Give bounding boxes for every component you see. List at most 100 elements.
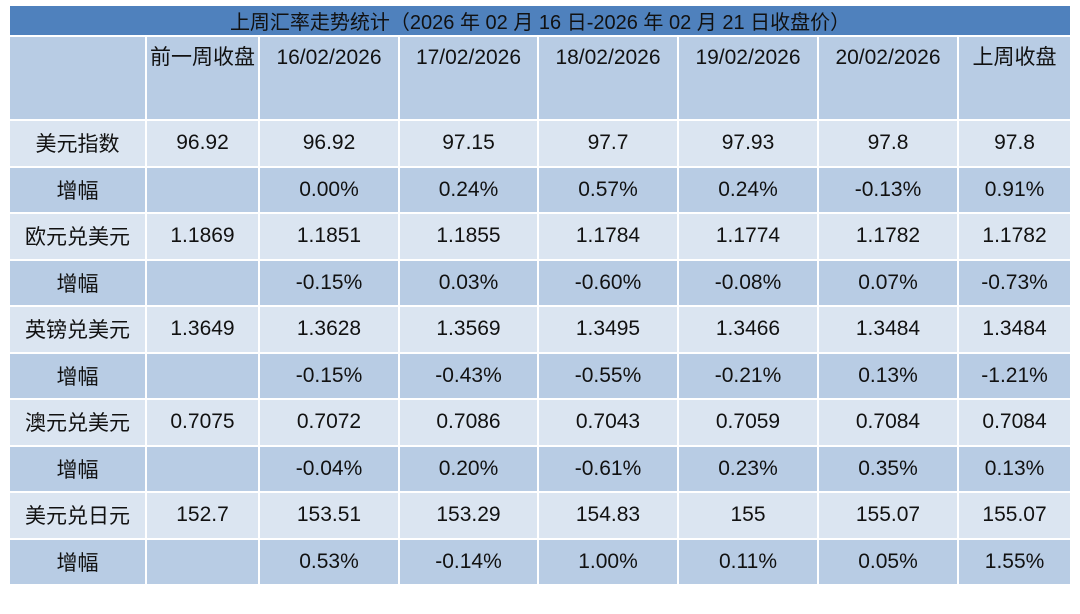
data-row: 美元指数 96.92 96.92 97.15 97.7 97.93 97.8 97.8 xyxy=(8,119,1073,168)
data-cell: 0.7084 xyxy=(956,398,1073,447)
table-container: 上周汇率走势统计（2026 年 02 月 16 日-2026 年 02 月 21… xyxy=(7,4,1073,586)
data-cell: 0.7043 xyxy=(537,398,679,447)
data-cell: 1.1855 xyxy=(398,212,539,261)
row-label: 增幅 xyxy=(8,444,147,493)
data-cell: 0.7075 xyxy=(145,398,260,447)
data-cell: -0.61% xyxy=(537,444,679,493)
title-row: 上周汇率走势统计（2026 年 02 月 16 日-2026 年 02 月 21… xyxy=(7,4,1073,37)
data-cell: -0.15% xyxy=(258,258,400,307)
data-cell: -1.21% xyxy=(956,351,1073,400)
row-label: 欧元兑美元 xyxy=(8,212,147,261)
header-cell: 前一周收盘 xyxy=(145,35,260,121)
data-cell: 0.24% xyxy=(398,165,539,214)
data-cell: 0.35% xyxy=(817,444,959,493)
row-label: 澳元兑美元 xyxy=(8,398,147,447)
data-cell: 154.83 xyxy=(537,491,679,540)
data-cell: 97.93 xyxy=(677,119,819,168)
data-cell: 0.00% xyxy=(258,165,400,214)
data-cell: 153.51 xyxy=(258,491,400,540)
data-row: 增幅 0.53% -0.14% 1.00% 0.11% 0.05% 1.55% xyxy=(8,537,1073,586)
data-cell: 1.3466 xyxy=(677,305,819,354)
data-row: 欧元兑美元 1.1869 1.1851 1.1855 1.1784 1.1774 1.178… xyxy=(8,212,1073,261)
data-cell: 0.53% xyxy=(258,537,400,586)
header-cell: 17/02/2026 xyxy=(398,35,539,121)
data-cell: 1.1782 xyxy=(817,212,959,261)
data-cell: 152.7 xyxy=(145,491,260,540)
data-cell: 0.05% xyxy=(817,537,959,586)
data-cell: 0.03% xyxy=(398,258,539,307)
data-cell: 0.91% xyxy=(956,165,1073,214)
data-cell: 97.15 xyxy=(398,119,539,168)
data-cell: -0.55% xyxy=(537,351,679,400)
data-cell: 1.55% xyxy=(956,537,1073,586)
row-label: 增幅 xyxy=(8,537,147,586)
data-cell: 0.7059 xyxy=(677,398,819,447)
header-corner xyxy=(8,35,147,121)
empty-cell xyxy=(145,537,260,586)
row-label: 英镑兑美元 xyxy=(8,305,147,354)
data-row: 增幅 0.00% 0.24% 0.57% 0.24% -0.13% 0.91% xyxy=(8,165,1073,214)
data-cell: 97.7 xyxy=(537,119,679,168)
empty-cell xyxy=(145,444,260,493)
data-cell: 1.00% xyxy=(537,537,679,586)
header-cell: 16/02/2026 xyxy=(258,35,400,121)
data-row: 增幅 -0.04% 0.20% -0.61% 0.23% 0.35% 0.13% xyxy=(8,444,1073,493)
data-row: 增幅 -0.15% 0.03% -0.60% -0.08% 0.07% -0.73% xyxy=(8,258,1073,307)
header-cell: 18/02/2026 xyxy=(537,35,679,121)
header-cell: 19/02/2026 xyxy=(677,35,819,121)
data-cell: -0.21% xyxy=(677,351,819,400)
data-cell: 1.1869 xyxy=(145,212,260,261)
data-cell: 1.3628 xyxy=(258,305,400,354)
data-cell: 1.1784 xyxy=(537,212,679,261)
empty-cell xyxy=(145,165,260,214)
data-cell: -0.08% xyxy=(677,258,819,307)
data-cell: 0.24% xyxy=(677,165,819,214)
data-cell: 1.3484 xyxy=(817,305,959,354)
data-row: 英镑兑美元 1.3649 1.3628 1.3569 1.3495 1.3466 1.348… xyxy=(8,305,1073,354)
data-cell: 0.7072 xyxy=(258,398,400,447)
data-cell: 0.7084 xyxy=(817,398,959,447)
data-cell: 97.8 xyxy=(817,119,959,168)
data-cell: -0.13% xyxy=(817,165,959,214)
data-cell: 0.20% xyxy=(398,444,539,493)
data-cell: 0.11% xyxy=(677,537,819,586)
data-cell: -0.43% xyxy=(398,351,539,400)
empty-cell xyxy=(145,351,260,400)
data-cell: 0.23% xyxy=(677,444,819,493)
data-cell: -0.60% xyxy=(537,258,679,307)
table-title: 上周汇率走势统计（2026 年 02 月 16 日-2026 年 02 月 21… xyxy=(7,4,1073,37)
header-cell: 上周收盘 xyxy=(956,35,1073,121)
data-cell: -0.14% xyxy=(398,537,539,586)
row-label: 美元指数 xyxy=(8,119,147,168)
table-body: 上周汇率走势统计（2026 年 02 月 16 日-2026 年 02 月 21… xyxy=(7,4,1073,586)
data-cell: 97.8 xyxy=(956,119,1073,168)
data-cell: -0.04% xyxy=(258,444,400,493)
row-label: 美元兑日元 xyxy=(8,491,147,540)
data-cell: 1.1782 xyxy=(956,212,1073,261)
data-cell: -0.73% xyxy=(956,258,1073,307)
header-cell: 20/02/2026 xyxy=(817,35,959,121)
data-cell: 0.7086 xyxy=(398,398,539,447)
data-cell: 1.1851 xyxy=(258,212,400,261)
data-cell: 0.13% xyxy=(817,351,959,400)
data-cell: 1.3649 xyxy=(145,305,260,354)
data-row: 澳元兑美元 0.7075 0.7072 0.7086 0.7043 0.7059 0.708… xyxy=(8,398,1073,447)
row-label: 增幅 xyxy=(8,165,147,214)
row-label: 增幅 xyxy=(8,258,147,307)
data-cell: 96.92 xyxy=(258,119,400,168)
data-row: 美元兑日元 152.7 153.51 153.29 154.83 155 155.07 155… xyxy=(8,491,1073,540)
data-cell: 1.3495 xyxy=(537,305,679,354)
data-cell: 96.92 xyxy=(145,119,260,168)
data-cell: 1.3484 xyxy=(956,305,1073,354)
data-cell: 155.07 xyxy=(817,491,959,540)
data-cell: 153.29 xyxy=(398,491,539,540)
header-row: 前一周收盘 16/02/2026 17/02/2026 18/02/2026 19/02… xyxy=(8,35,1073,121)
data-cell: 0.07% xyxy=(817,258,959,307)
data-cell: 1.1774 xyxy=(677,212,819,261)
data-cell: 155 xyxy=(677,491,819,540)
data-row: 增幅 -0.15% -0.43% -0.55% -0.21% 0.13% -1.21% xyxy=(8,351,1073,400)
row-label: 增幅 xyxy=(8,351,147,400)
data-cell: 1.3569 xyxy=(398,305,539,354)
data-cell: 0.57% xyxy=(537,165,679,214)
data-cell: 155.07 xyxy=(956,491,1073,540)
